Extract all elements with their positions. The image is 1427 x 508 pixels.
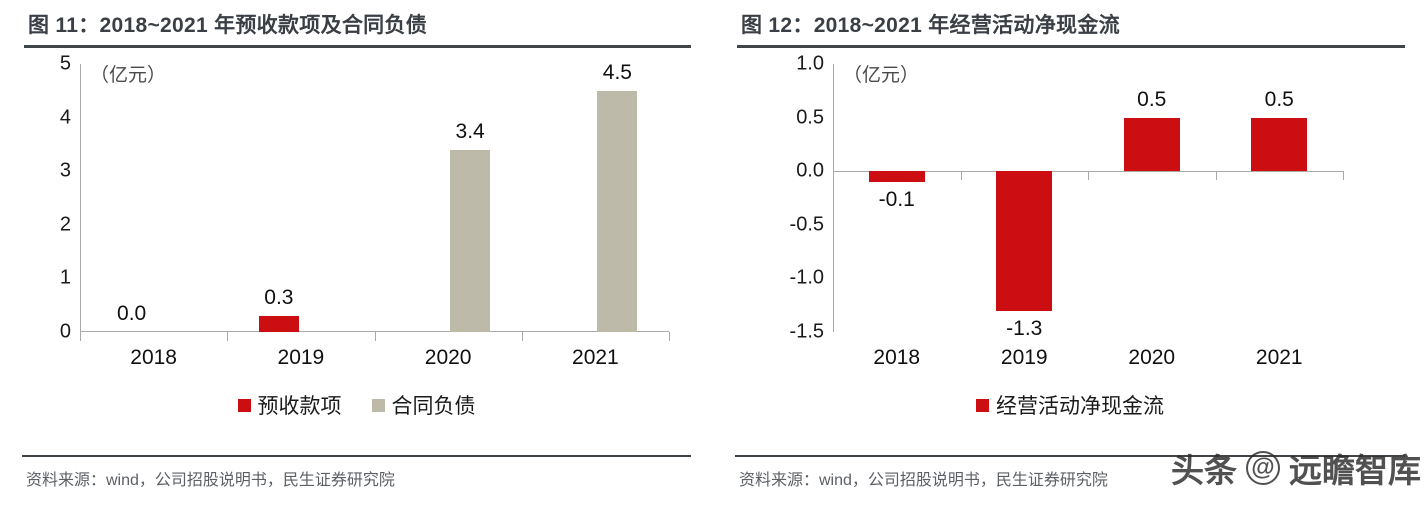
x-axis-category-label: 2020 <box>1128 346 1176 369</box>
y-axis-tick-label: 5 <box>59 52 71 75</box>
y-axis-tick-label: 0 <box>59 320 71 343</box>
figure-11-chart: （亿元） 5 4 3 2 1 0 2018 2019 2020 2021 0.0 0.3 3.4 4.5 <box>22 53 691 384</box>
legend-label: 预收款项 <box>257 395 342 418</box>
figure-11-panel: 图 11：2018~2021 年预收款项及合同负债 （亿元） 5 4 3 2 1 0 201… <box>0 0 713 508</box>
legend-swatch-icon <box>237 398 251 412</box>
figure-11-title-rule <box>24 45 691 48</box>
figure-12-source: 资料来源：wind，公司招股说明书，民生证券研究院 <box>739 472 1108 489</box>
x-axis-tickmark <box>669 332 670 341</box>
x-axis-category-label: 2019 <box>277 346 325 369</box>
bar <box>868 171 925 182</box>
figure-11-footer: 资料来源：wind，公司招股说明书，民生证券研究院 <box>22 455 691 490</box>
bar-value-label: -1.3 <box>1006 316 1043 340</box>
y-axis-tick-label: -1.5 <box>789 320 824 343</box>
bar <box>1123 117 1180 172</box>
legend-item[interactable]: 合同负债 <box>371 390 476 420</box>
bar <box>1251 117 1308 172</box>
y-axis-tick-label: 4 <box>59 106 71 129</box>
figure-11-plot: （亿元） 5 4 3 2 1 0 2018 2019 2020 2021 0.0 0.3 3.4 4.5 <box>60 53 670 369</box>
y-axis-unit-right: （亿元） <box>843 65 920 86</box>
figure-12-legend: 经营活动净现金流 <box>735 388 1405 422</box>
y-axis-tick-label: 1.0 <box>796 52 824 75</box>
x-axis-category-label: 2019 <box>1000 346 1048 369</box>
bar-value-label: 4.5 <box>602 60 632 84</box>
y-axis-line-right <box>833 64 834 332</box>
y-axis-tick-label: 0.5 <box>796 106 824 129</box>
figure-11-legend: 预收款项 合同负债 <box>22 388 691 422</box>
x-axis-category-label: 2021 <box>1255 346 1303 369</box>
legend-label: 合同负债 <box>391 395 476 418</box>
figure-12-footer: 资料来源：wind，公司招股说明书，民生证券研究院 <box>735 455 1405 490</box>
legend-swatch-icon <box>976 398 989 412</box>
bar-value-label: -0.1 <box>878 187 915 211</box>
y-axis-tick-label: -1.0 <box>789 266 824 289</box>
x-axis-category-label: 2018 <box>873 346 921 369</box>
y-axis-tick-label: 1 <box>59 266 71 289</box>
y-axis-line-left <box>80 64 81 332</box>
x-axis-tickmark <box>521 332 523 341</box>
bar-value-label: 0.3 <box>264 285 294 309</box>
y-axis-tick-label: 2 <box>59 213 71 236</box>
bar <box>258 315 299 332</box>
x-axis-tickmark <box>960 171 962 181</box>
figure-12-chart: （亿元） 1.0 0.5 0.0 -0.5 -1.0 -1.5 2018 2019 2020 20… <box>735 53 1405 384</box>
x-axis-tickmark <box>80 332 81 341</box>
x-axis-tickmark <box>1088 171 1089 181</box>
x-axis-category-label: 2018 <box>130 346 177 369</box>
x-axis-tickmark <box>374 332 376 341</box>
x-axis-tickmark <box>1343 171 1344 181</box>
bar <box>597 90 638 332</box>
bar-value-label: 0.5 <box>1137 87 1167 111</box>
figure-11-source: 资料来源：wind，公司招股说明书，民生证券研究院 <box>26 472 395 489</box>
y-axis-tick-label: 0.0 <box>796 159 824 182</box>
bar-value-label: 3.4 <box>455 119 485 143</box>
figure-12-footer-rule <box>735 455 1405 457</box>
figure-12-title: 图 12：2018~2021 年经营活动净现金流 <box>741 14 1120 37</box>
figure-12-title-rule <box>737 45 1405 48</box>
bar <box>996 171 1053 311</box>
figure-11-title: 图 11：2018~2021 年预收款项及合同负债 <box>28 14 428 37</box>
legend-item[interactable]: 经营活动净现金流 <box>976 390 1164 420</box>
bar <box>450 149 491 332</box>
y-axis-unit-left: （亿元） <box>90 65 167 86</box>
y-axis-tick-label: -0.5 <box>789 213 824 236</box>
figure-11-footer-rule <box>22 455 691 457</box>
bar-value-label: 0.5 <box>1264 87 1294 111</box>
x-axis-category-label: 2021 <box>572 346 619 369</box>
legend-item[interactable]: 预收款项 <box>237 390 342 420</box>
x-axis-tickmark <box>227 332 229 341</box>
x-axis-tickmark <box>833 171 834 181</box>
legend-label: 经营活动净现金流 <box>996 395 1164 418</box>
figure-12-panel: 图 12：2018~2021 年经营活动净现金流 （亿元） 1.0 0.5 0.0 -… <box>713 0 1427 508</box>
figure-12-plot: （亿元） 1.0 0.5 0.0 -0.5 -1.0 -1.5 2018 2019 2020 20… <box>790 53 1344 369</box>
y-axis-tick-label: 3 <box>59 159 71 182</box>
x-axis-tickmark <box>1215 171 1217 181</box>
legend-swatch-icon <box>371 398 385 412</box>
x-axis-category-label: 2020 <box>424 346 472 369</box>
bar-value-label: 0.0 <box>117 302 147 325</box>
x-axis-line-left <box>80 331 669 332</box>
